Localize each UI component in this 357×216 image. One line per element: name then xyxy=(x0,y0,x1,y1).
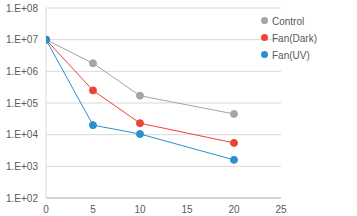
html-text:Control: Control xyxy=(272,16,305,27)
svg-text:1.E+04: 1.E+04 xyxy=(8,129,38,140)
svg-text:0: 0 xyxy=(43,204,49,215)
svg-text:10: 10 xyxy=(134,204,146,215)
svg-text:5: 5 xyxy=(90,204,96,215)
svg-text:1.E+03: 1.E+03 xyxy=(8,161,38,172)
svg-text:1.E+08: 1.E+08 xyxy=(8,3,38,14)
svg-text:1.E+07: 1.E+07 xyxy=(8,34,38,45)
svg-text:1.E+05: 1.E+05 xyxy=(8,98,38,109)
svg-text:15: 15 xyxy=(181,204,193,215)
html-text:Fan(UV): Fan(UV) xyxy=(272,50,310,61)
html-text:Fan(Dark): Fan(Dark) xyxy=(272,33,317,44)
svg-text:20: 20 xyxy=(228,204,240,215)
svg-text:1.E+02: 1.E+02 xyxy=(8,193,38,204)
svg-text:25: 25 xyxy=(275,204,287,215)
svg-text:1.E+06: 1.E+06 xyxy=(8,66,38,77)
